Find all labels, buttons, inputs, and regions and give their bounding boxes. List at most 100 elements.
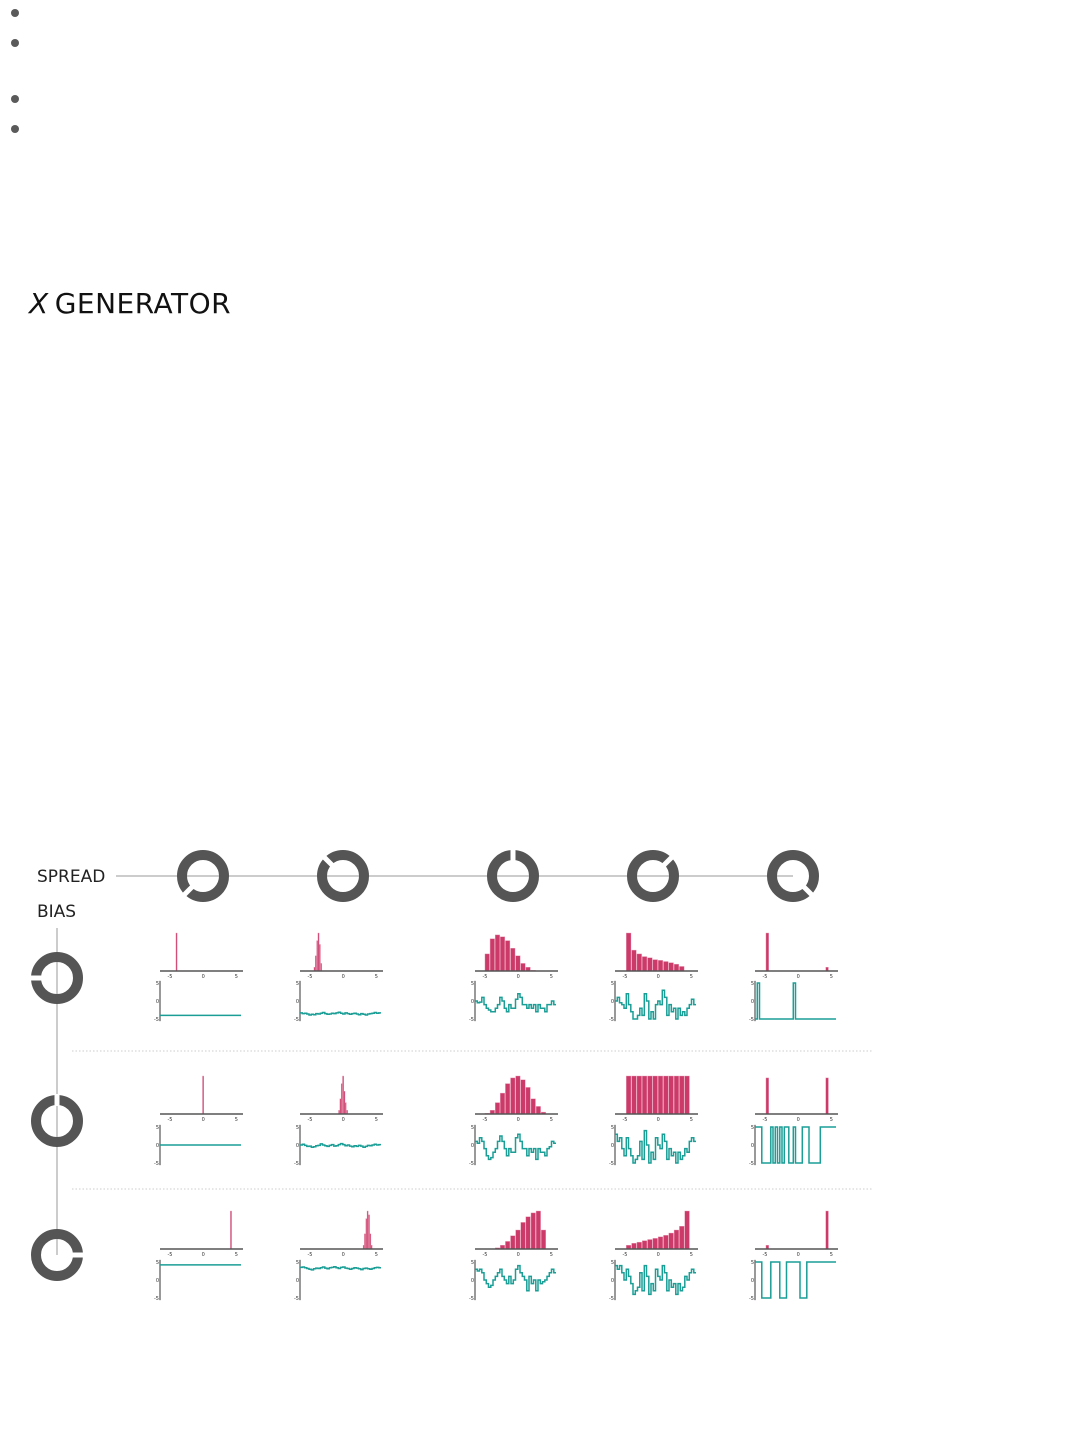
bias-knob[interactable] xyxy=(31,1094,83,1147)
histogram-tick-label: 5 xyxy=(550,974,553,980)
trace-tick-label: -5 xyxy=(609,1161,614,1167)
histogram-bar xyxy=(484,953,490,972)
trace-tick-label: -5 xyxy=(609,1017,614,1023)
histogram-tick-label: 5 xyxy=(235,1117,238,1123)
trace-tick-label: 0 xyxy=(611,999,614,1005)
histogram-bar xyxy=(626,1075,632,1115)
trace-tick-label: 0 xyxy=(296,1143,299,1149)
histogram-bar xyxy=(175,932,178,972)
histogram-bar xyxy=(364,1233,366,1250)
histogram-tick-label: 0 xyxy=(797,1117,800,1123)
histogram-bar xyxy=(319,944,321,972)
title-variable: X xyxy=(29,287,49,320)
trace-tick-label: 0 xyxy=(751,1143,754,1149)
trace-tick-label: 5 xyxy=(751,1125,754,1131)
histogram-bar xyxy=(673,1229,680,1250)
histogram-bar xyxy=(520,1079,526,1115)
histogram-bar xyxy=(765,1077,769,1115)
histogram-tick-label: -5 xyxy=(307,1117,312,1123)
bias-knob[interactable] xyxy=(29,952,83,1004)
histogram-tick-label: -5 xyxy=(622,1117,627,1123)
histogram-bar xyxy=(535,1210,541,1250)
histogram-tick-label: 0 xyxy=(517,1117,520,1123)
histogram-tick-label: 0 xyxy=(202,1117,205,1123)
histogram-bar xyxy=(673,963,680,972)
histogram-bar xyxy=(342,1075,344,1115)
distribution-cell: -5 0 5 5 0 -5 xyxy=(154,932,243,1023)
bias-knob[interactable] xyxy=(31,1229,85,1281)
histogram-bar xyxy=(505,1241,511,1250)
trace-tick-label: 5 xyxy=(296,1260,299,1266)
histogram-bar xyxy=(652,1238,658,1250)
histogram-bar xyxy=(505,940,511,972)
histogram-tick-label: 0 xyxy=(797,1252,800,1258)
trace-tick-label: 0 xyxy=(611,1278,614,1284)
trace-tick-label: -5 xyxy=(469,1161,474,1167)
histogram-bar xyxy=(647,1239,653,1250)
histogram-bar xyxy=(515,1229,521,1250)
trace-tick-label: 5 xyxy=(156,1125,159,1131)
trace-tick-label: -5 xyxy=(154,1017,159,1023)
histogram-bar xyxy=(500,936,506,972)
distribution-cell: -5 0 5 5 0 -5 xyxy=(294,1075,383,1167)
histogram-tick-label: 5 xyxy=(830,1117,833,1123)
histogram-bar xyxy=(652,1075,658,1115)
knob-ring[interactable] xyxy=(627,850,679,902)
knob-ring[interactable] xyxy=(317,850,369,902)
sample-trace xyxy=(755,982,836,1020)
histogram-bar xyxy=(657,1236,664,1250)
histogram-bar xyxy=(652,959,658,972)
histogram-tick-label: 5 xyxy=(690,974,693,980)
trace-tick-label: 5 xyxy=(156,1260,159,1266)
spread-knob[interactable] xyxy=(177,850,229,902)
trace-tick-label: 0 xyxy=(471,1278,474,1284)
histogram-bar xyxy=(642,1240,648,1250)
knob-ring[interactable] xyxy=(767,850,819,902)
trace-tick-label: 5 xyxy=(751,981,754,987)
histogram-bar xyxy=(315,955,317,972)
spread-knob[interactable] xyxy=(487,849,539,902)
spread-knob[interactable] xyxy=(767,850,819,902)
histogram-bar xyxy=(366,1210,369,1250)
trace-tick-label: -5 xyxy=(294,1296,299,1302)
histogram-bar xyxy=(202,1075,204,1115)
trace-tick-label: 5 xyxy=(156,981,159,987)
histogram-bar xyxy=(684,1210,690,1250)
trace-tick-label: 5 xyxy=(471,981,474,987)
histogram-bar xyxy=(684,1075,690,1115)
spread-knob[interactable] xyxy=(627,850,679,902)
histogram-bar xyxy=(369,1233,372,1250)
trace-tick-label: -5 xyxy=(154,1296,159,1302)
knob-ring[interactable] xyxy=(177,850,229,902)
histogram-bar xyxy=(530,1212,536,1250)
sample-trace xyxy=(755,1261,836,1299)
histogram-bar xyxy=(340,1083,343,1115)
histogram-bar xyxy=(626,932,632,972)
histogram-tick-label: 5 xyxy=(375,974,378,980)
sample-trace xyxy=(615,1264,696,1296)
spread-knob[interactable] xyxy=(317,850,369,902)
distribution-cell: -5 0 5 5 0 -5 xyxy=(749,932,838,1023)
histogram-tick-label: 0 xyxy=(342,1252,345,1258)
histogram-tick-label: 5 xyxy=(235,974,238,980)
histogram-bar xyxy=(673,1075,680,1115)
histogram-tick-label: 0 xyxy=(517,974,520,980)
sample-trace xyxy=(300,1265,381,1271)
trace-tick-label: 5 xyxy=(611,981,614,987)
sample-trace xyxy=(475,1133,556,1161)
sample-trace xyxy=(300,1142,381,1148)
sample-trace xyxy=(615,989,696,1020)
histogram-bar xyxy=(365,1218,368,1250)
histogram-bar xyxy=(642,1075,648,1115)
trace-tick-label: 0 xyxy=(296,1278,299,1284)
trace-tick-label: -5 xyxy=(154,1161,159,1167)
histogram-bar xyxy=(515,1075,521,1115)
distribution-cell: -5 0 5 5 0 -5 xyxy=(294,932,383,1023)
bias-label: BIAS xyxy=(37,902,76,922)
sample-trace xyxy=(755,1126,836,1164)
trace-tick-label: 0 xyxy=(471,1143,474,1149)
trace-tick-label: 5 xyxy=(471,1260,474,1266)
histogram-tick-label: -5 xyxy=(482,1117,487,1123)
histogram-tick-label: 5 xyxy=(550,1117,553,1123)
